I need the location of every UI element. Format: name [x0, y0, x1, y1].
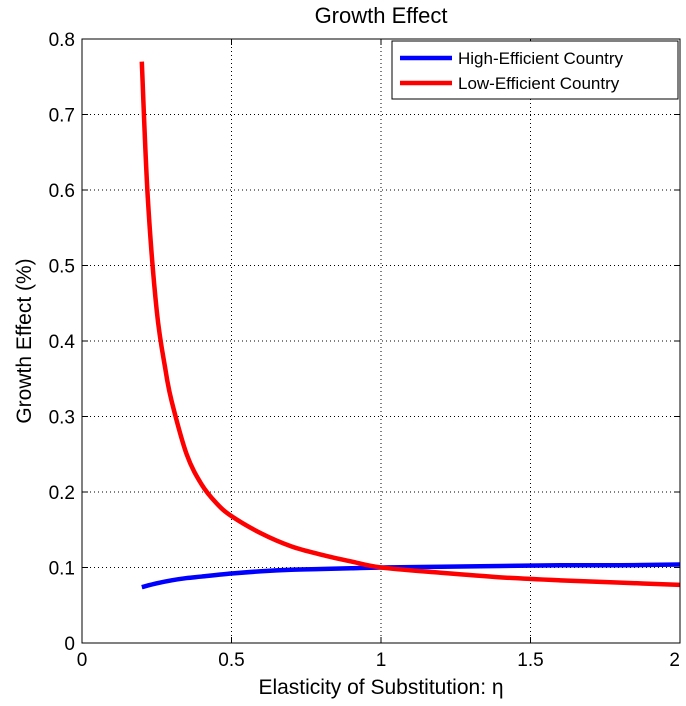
y-tick-label: 0.2 [49, 483, 75, 504]
x-tick-label: 0 [77, 650, 88, 671]
grid-lines [82, 39, 680, 643]
y-tick-label: 0.5 [49, 257, 75, 278]
series-group [139, 61, 681, 590]
y-tick-label: 0.7 [49, 106, 75, 127]
y-axis: 0 0.1 0.2 0.3 0.4 0.5 0.6 0.7 0.8 [49, 30, 680, 655]
y-axis-label: Growth Effect (%) [13, 258, 36, 423]
x-tick-label: 1.5 [517, 650, 543, 671]
chart-title: Growth Effect [315, 3, 448, 28]
legend: High-Efficient Country Low-Efficient Coun… [391, 40, 679, 100]
x-tick-label: 1 [376, 650, 387, 671]
legend-box [391, 40, 679, 100]
y-tick-label: 0 [64, 634, 75, 655]
y-tick-label: 0.1 [49, 559, 75, 580]
x-axis: 0 0.5 1 1.5 2 [77, 39, 681, 671]
y-tick-label: 0.4 [49, 332, 76, 353]
series-line-low-efficient [139, 61, 681, 588]
x-tick-label: 2 [669, 650, 680, 671]
y-tick-label: 0.8 [49, 30, 75, 51]
x-tick-label: 0.5 [218, 650, 244, 671]
series-line-high-efficient [141, 562, 681, 590]
y-tick-label: 0.3 [49, 408, 75, 429]
legend-label: High-Efficient Country [458, 49, 624, 68]
y-tick-label: 0.6 [49, 181, 75, 202]
legend-label: Low-Efficient Country [458, 74, 620, 93]
x-axis-label: Elasticity of Substitution: η [258, 676, 503, 699]
